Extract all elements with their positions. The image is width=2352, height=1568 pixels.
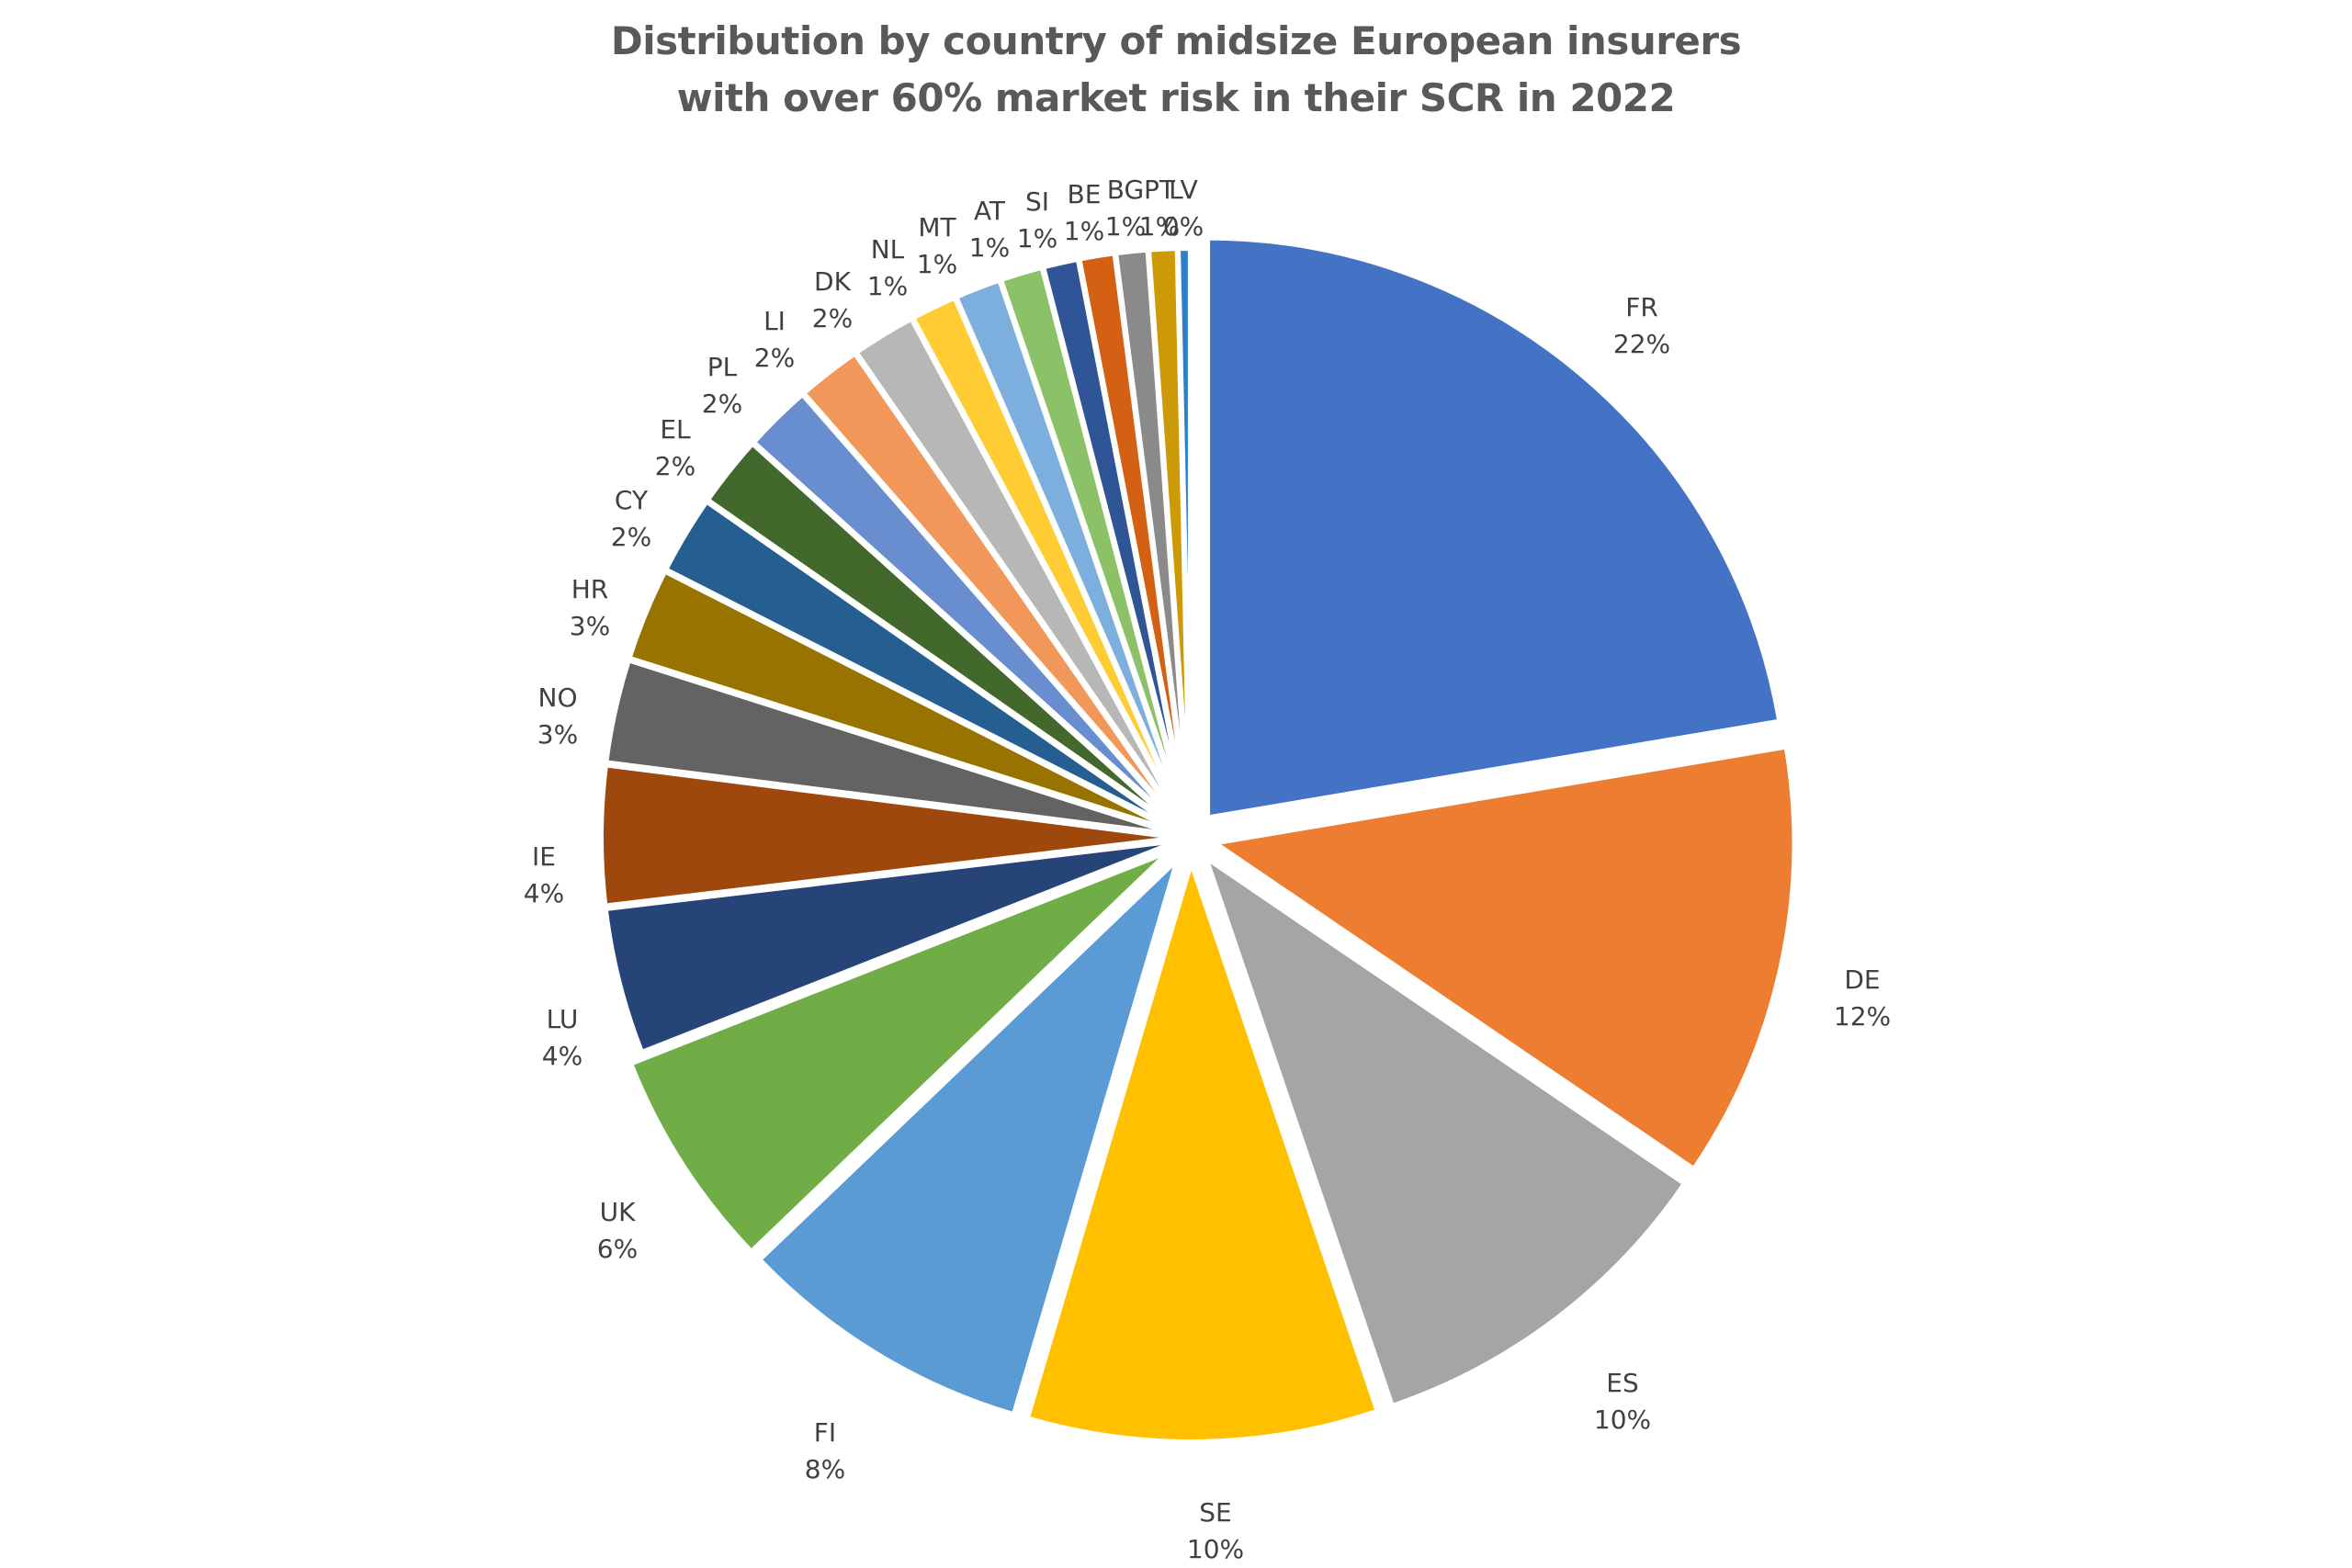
data-label-percent: 12%	[1833, 1001, 1892, 1032]
data-label-percent: 2%	[811, 303, 854, 333]
data-label-no: NO 3%	[537, 680, 578, 753]
pie-slice-uk	[628, 848, 1174, 1256]
data-label-category: LI	[763, 306, 786, 336]
data-label-category: AT	[973, 196, 1006, 226]
data-label-category: FI	[813, 1417, 837, 1448]
data-label-percent: 22%	[1612, 329, 1671, 359]
pie-slice-es	[1202, 853, 1689, 1410]
data-label-category: SI	[1024, 186, 1050, 217]
data-label-category: MT	[918, 212, 956, 243]
data-label-percent: 1%	[1138, 211, 1181, 242]
data-label-percent: 3%	[569, 611, 611, 641]
data-label-dk: DK 2%	[812, 264, 853, 337]
data-label-be: BE 1%	[1064, 176, 1104, 250]
data-label-category: PL	[707, 352, 738, 382]
data-label-percent: 1%	[1016, 223, 1058, 254]
data-label-category: SE	[1199, 1497, 1232, 1528]
pie-slice-fr	[1204, 234, 1783, 821]
data-label-category: UK	[599, 1197, 636, 1227]
data-label-category: LU	[546, 1004, 579, 1034]
data-label-category: IE	[532, 841, 556, 872]
data-label-mt: MT 1%	[917, 209, 957, 283]
chart-title: Distribution by country of midsize Europ…	[0, 13, 2352, 127]
data-label-percent: 4%	[523, 878, 565, 908]
pie-slice-fi	[756, 855, 1182, 1418]
data-label-pl: PL 2%	[702, 349, 742, 423]
data-label-category: NL	[870, 234, 905, 265]
data-label-category: FR	[1625, 292, 1658, 322]
data-label-category: HR	[571, 574, 609, 604]
data-label-lu: LU 4%	[542, 1001, 582, 1075]
data-label-percent: 1%	[1063, 216, 1105, 246]
data-label-percent: 2%	[753, 343, 796, 373]
data-label-si: SI 1%	[1017, 184, 1057, 257]
data-label-percent: 4%	[541, 1041, 583, 1071]
data-label-percent: 2%	[654, 451, 696, 481]
data-label-percent: 1%	[968, 232, 1011, 263]
data-label-es: ES 10%	[1594, 1365, 1651, 1438]
data-label-category: NO	[537, 682, 578, 713]
data-label-category: DK	[814, 266, 851, 297]
data-label-percent: 10%	[1593, 1404, 1652, 1435]
data-label-category: LV	[1169, 175, 1198, 205]
pie-slice-lv	[1175, 245, 1193, 832]
pie-slice-se	[1023, 858, 1381, 1445]
chart-title-line-1: Distribution by country of midsize Europ…	[610, 18, 1742, 63]
data-label-nl: NL 1%	[867, 231, 908, 305]
data-label-percent: 3%	[537, 719, 579, 750]
data-label-cy: CY 2%	[611, 482, 651, 556]
chart-title-line-2: with over 60% market risk in their SCR i…	[676, 75, 1676, 120]
data-label-category: ES	[1606, 1368, 1639, 1398]
data-label-percent: 2%	[701, 389, 743, 419]
data-label-lv: LV 0%	[1163, 172, 1204, 245]
data-label-de: DE 12%	[1834, 962, 1891, 1035]
data-label-li: LI 2%	[754, 303, 795, 377]
data-label-se: SE 10%	[1187, 1495, 1244, 1568]
data-label-ie: IE 4%	[524, 839, 564, 912]
data-label-percent: 0%	[1162, 211, 1204, 242]
data-label-pt: PT 1%	[1139, 172, 1180, 245]
data-label-percent: 1%	[1104, 211, 1147, 242]
data-label-el: EL 2%	[655, 412, 695, 485]
data-label-percent: 1%	[916, 249, 958, 279]
pie-slice-de	[1211, 743, 1798, 1173]
data-label-at: AT 1%	[969, 193, 1010, 266]
data-label-category: EL	[660, 414, 691, 445]
data-label-uk: UK 6%	[597, 1194, 638, 1268]
data-label-hr: HR 3%	[570, 571, 610, 645]
data-label-percent: 1%	[866, 271, 909, 301]
data-label-percent: 8%	[804, 1454, 846, 1484]
data-label-category: CY	[614, 485, 649, 515]
data-label-percent: 2%	[610, 522, 652, 552]
data-label-category: BE	[1067, 179, 1102, 209]
data-label-category: PT	[1143, 175, 1175, 205]
data-label-fr: FR 22%	[1613, 289, 1670, 363]
data-label-percent: 6%	[596, 1234, 639, 1264]
data-label-category: DE	[1844, 964, 1881, 995]
data-label-category: BG	[1106, 175, 1145, 205]
data-label-fi: FI 8%	[805, 1415, 845, 1488]
data-label-percent: 10%	[1186, 1534, 1245, 1564]
data-label-bg: BG 1%	[1105, 172, 1146, 245]
